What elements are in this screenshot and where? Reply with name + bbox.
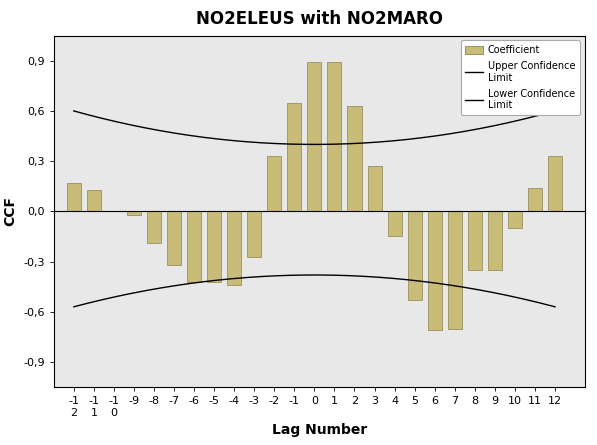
- Bar: [307, 62, 321, 211]
- Bar: [548, 156, 562, 211]
- Bar: [468, 211, 482, 270]
- X-axis label: Lag Number: Lag Number: [272, 423, 367, 437]
- Bar: [427, 211, 442, 330]
- Bar: [528, 188, 542, 211]
- Bar: [287, 102, 301, 211]
- Bar: [347, 106, 362, 211]
- Bar: [127, 211, 141, 215]
- Bar: [448, 211, 461, 328]
- Title: NO2ELEUS with NO2MARO: NO2ELEUS with NO2MARO: [196, 11, 443, 28]
- Legend: Coefficient, Upper Confidence
Limit, Lower Confidence
Limit: Coefficient, Upper Confidence Limit, Low…: [461, 40, 580, 115]
- Bar: [508, 211, 522, 228]
- Bar: [387, 211, 402, 236]
- Bar: [147, 211, 161, 243]
- Bar: [267, 156, 281, 211]
- Bar: [488, 211, 502, 270]
- Bar: [167, 211, 181, 265]
- Bar: [408, 211, 421, 300]
- Bar: [67, 183, 81, 211]
- Bar: [187, 211, 201, 282]
- Bar: [247, 211, 261, 257]
- Bar: [227, 211, 241, 285]
- Y-axis label: CCF: CCF: [4, 196, 17, 227]
- Bar: [87, 190, 101, 211]
- Bar: [327, 62, 341, 211]
- Bar: [368, 166, 381, 211]
- Bar: [207, 211, 221, 282]
